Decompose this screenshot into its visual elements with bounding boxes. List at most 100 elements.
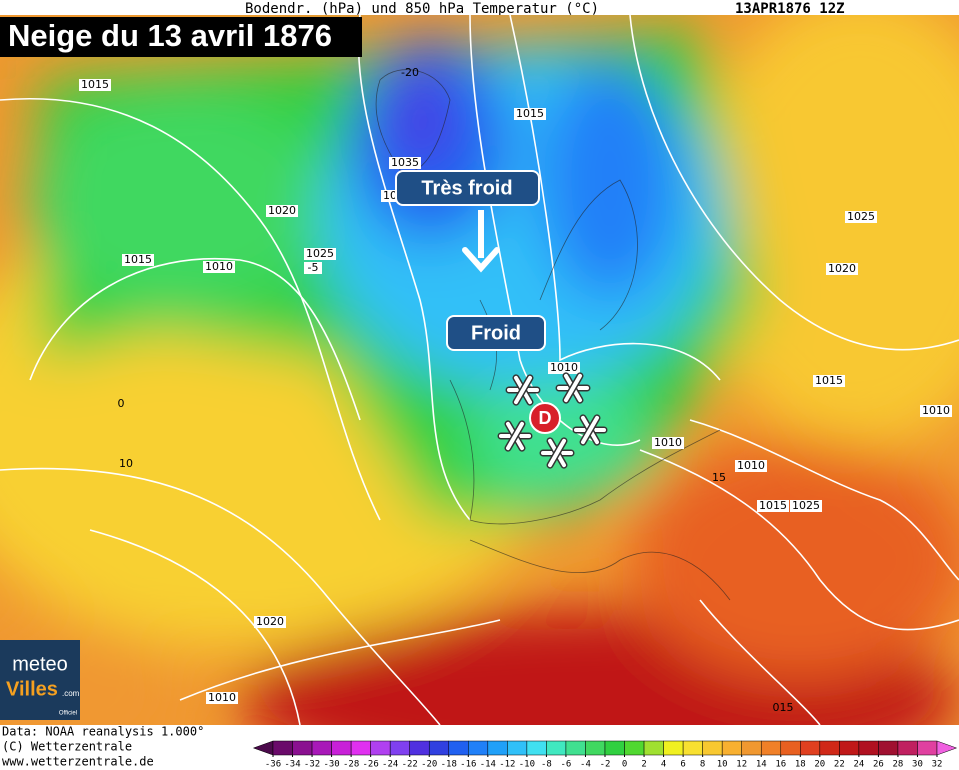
isobar-label: 10 bbox=[383, 189, 397, 202]
isobar-label-bg bbox=[826, 263, 858, 275]
colorbar-bin bbox=[311, 740, 332, 756]
colorbar-tick-label: 6 bbox=[680, 760, 685, 770]
isobar-label: -5 bbox=[308, 261, 319, 274]
colorbar-tick-label: -28 bbox=[343, 760, 359, 770]
logo-suffix: .com bbox=[62, 689, 80, 698]
isobar-label: 1010 bbox=[550, 361, 578, 374]
colorbar-tick-label: -24 bbox=[382, 760, 398, 770]
title: Neige du 13 avril 1876 bbox=[8, 18, 332, 53]
title-box bbox=[0, 17, 362, 57]
colorbar-bin bbox=[721, 740, 742, 756]
isobar-label: 1010 bbox=[654, 436, 682, 449]
isobar-label-bg bbox=[304, 248, 336, 260]
isobar-label: 1010 bbox=[205, 260, 233, 273]
colorbar-tick-label: 18 bbox=[795, 760, 806, 770]
footer-data: Data: NOAA reanalysis 1.000° bbox=[2, 725, 204, 739]
isobar-label: 1020 bbox=[268, 204, 296, 217]
isobar-label-bg bbox=[266, 205, 298, 217]
colorbar-bin bbox=[546, 740, 567, 756]
isobar-label: 1025 bbox=[847, 210, 875, 223]
arrow-head bbox=[462, 247, 500, 273]
isobar-label: 1015 bbox=[81, 78, 109, 91]
snowflake bbox=[539, 437, 575, 469]
colorbar-tick-label: -16 bbox=[460, 760, 476, 770]
snowflake-stroke bbox=[548, 438, 566, 468]
colorbar-bin bbox=[409, 740, 430, 756]
snowflake bbox=[505, 374, 541, 406]
colorbar-tick-label: -8 bbox=[541, 760, 552, 770]
colorbar-bin bbox=[663, 740, 684, 756]
colorbar-tick-label: 30 bbox=[912, 760, 923, 770]
isobar-label: 1010 bbox=[208, 691, 236, 704]
isobar-label: 1025 bbox=[306, 247, 334, 260]
colorbar-bin bbox=[507, 740, 528, 756]
isobar-label: 1015 bbox=[759, 499, 787, 512]
isobar-label: 1025 bbox=[792, 499, 820, 512]
colorbar-tick-label: 26 bbox=[873, 760, 884, 770]
isobar-label-bg bbox=[304, 262, 322, 274]
colorbar-tick-label: 16 bbox=[775, 760, 786, 770]
low-label: D bbox=[539, 408, 552, 428]
logo-box bbox=[0, 640, 80, 720]
snowflake bbox=[572, 414, 608, 446]
isobar-label-bg bbox=[122, 254, 154, 266]
colorbar-tick-label: -6 bbox=[561, 760, 572, 770]
colorbar-tick-label: -32 bbox=[304, 760, 320, 770]
colorbar-bin bbox=[760, 740, 782, 756]
colorbar-bin bbox=[682, 740, 703, 756]
isobar-label: -20 bbox=[401, 66, 419, 79]
isobar-label: 1020 bbox=[256, 615, 284, 628]
logo-badge: Officiel bbox=[59, 711, 77, 717]
callout-very-cold: Très froid bbox=[421, 177, 512, 199]
isobar-label: 1010 bbox=[737, 459, 765, 472]
colorbar-bin bbox=[448, 740, 469, 756]
header-date: 13APR1876 12Z bbox=[735, 1, 845, 17]
isobar-label-bg bbox=[206, 692, 238, 704]
logo-line1: meteo bbox=[12, 653, 68, 675]
isobar-label: 0 bbox=[118, 397, 125, 410]
colorbar-bin bbox=[624, 740, 645, 756]
colorbar-bin bbox=[604, 740, 625, 756]
footer-url: www.wetterzentrale.de bbox=[2, 755, 154, 769]
colorbar-tick-label: 2 bbox=[641, 760, 646, 770]
isobar-label-bg bbox=[79, 79, 111, 91]
colorbar-bin bbox=[428, 740, 450, 756]
colorbar-tick-label: -4 bbox=[580, 760, 591, 770]
isobar-label: 15 bbox=[712, 471, 726, 484]
isobar-label-bg bbox=[652, 437, 684, 449]
footer-copyright: (C) Wetterzentrale bbox=[2, 740, 132, 754]
colorbar-tick-label: -10 bbox=[519, 760, 535, 770]
isobar-label-bg bbox=[548, 362, 580, 374]
colorbar-tick-label: -18 bbox=[441, 760, 457, 770]
colorbar-tick-label: -26 bbox=[363, 760, 379, 770]
colorbar-tick-label: 10 bbox=[717, 760, 728, 770]
colorbar-tick-label: -22 bbox=[402, 760, 418, 770]
isobar-label: 1035 bbox=[391, 156, 419, 169]
snowflake-stroke bbox=[581, 415, 599, 445]
callout-box bbox=[395, 170, 540, 206]
colorbar-bin bbox=[272, 740, 293, 756]
colorbar-tick-label: 14 bbox=[756, 760, 767, 770]
colorbar-tick-label: 20 bbox=[814, 760, 825, 770]
colorbar-bin bbox=[780, 740, 801, 756]
snowflake-stroke bbox=[514, 375, 532, 405]
isobar-label-bg bbox=[845, 211, 877, 223]
isobar-label-bg bbox=[389, 157, 421, 169]
colorbar-tick-label: 22 bbox=[834, 760, 845, 770]
isobar-label: 1020 bbox=[828, 262, 856, 275]
isobar-label: 1015 bbox=[516, 107, 544, 120]
colorbar-bin bbox=[389, 740, 410, 756]
colorbar-tick-label: 32 bbox=[932, 760, 943, 770]
coastlines bbox=[375, 69, 731, 601]
snowflake-stroke bbox=[506, 421, 524, 451]
colorbar-tick-label: 4 bbox=[661, 760, 666, 770]
colorbar-bin bbox=[839, 740, 860, 756]
snowflake bbox=[555, 372, 591, 404]
colorbar-tick-label: 24 bbox=[853, 760, 864, 770]
colorbar-tick-label: 0 bbox=[622, 760, 627, 770]
colorbar-tick-label: -2 bbox=[600, 760, 611, 770]
colorbar-bin bbox=[819, 740, 840, 756]
header-product: Bodendr. (hPa) und 850 hPa Temperatur (°… bbox=[245, 1, 599, 17]
snowflakes bbox=[497, 372, 608, 469]
